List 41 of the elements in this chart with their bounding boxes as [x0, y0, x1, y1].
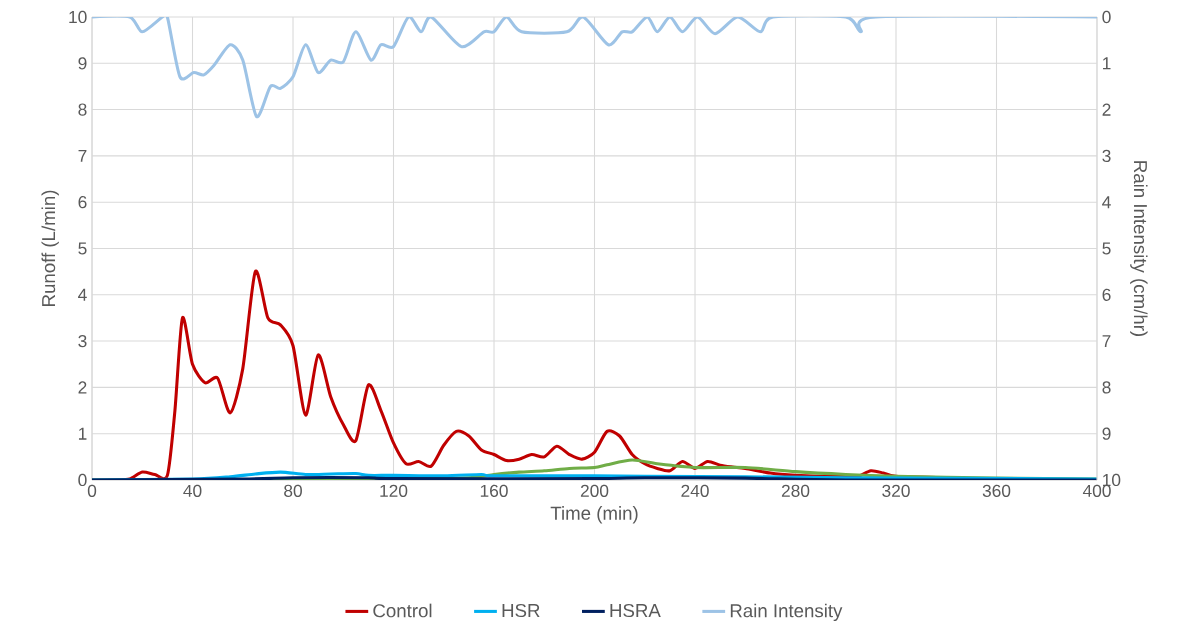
x-tick-label: 160 [480, 484, 508, 497]
x-tick-label: 0 [87, 484, 97, 497]
y2-tick-label: 8 [1102, 381, 1111, 394]
y2-tick-label: 5 [1102, 242, 1111, 255]
y-tick-label: 7 [78, 149, 87, 162]
y2-tick-label: 7 [1102, 335, 1111, 348]
legend-label: HSR [502, 603, 540, 618]
y2-tick-label: 4 [1102, 196, 1111, 209]
x-tick-label: 200 [580, 484, 609, 497]
y2-tick-label: 10 [1103, 473, 1121, 487]
y-tick-label: 0 [78, 473, 87, 487]
y-tick-label: 8 [78, 103, 87, 116]
legend-label: Control [373, 603, 432, 618]
x-tick-label: 400 [1082, 484, 1111, 497]
legend-label: Rain Intensity [730, 603, 843, 622]
y2-axis-title: Rain Intensity (cm/hr) [1130, 161, 1148, 336]
y-tick-label: 9 [78, 57, 87, 70]
y2-tick-label: 3 [1102, 149, 1111, 163]
y2-tick-label: 1 [1103, 57, 1111, 70]
y-tick-label: 10 [69, 10, 87, 24]
x-tick-label: 80 [284, 484, 302, 497]
y-axis-title: Runoff (L/min) [41, 190, 59, 306]
y-tick-label: 2 [78, 381, 87, 394]
y-tick-label: 1 [78, 427, 87, 440]
legend-label: HSRA [610, 603, 661, 618]
y2-tick-label: 9 [1102, 427, 1111, 440]
y-tick-label: 6 [78, 196, 87, 209]
y2-tick-label: 0 [1102, 10, 1111, 24]
x-tick-label: 120 [380, 484, 408, 497]
x-tick-label: 280 [781, 484, 810, 497]
y-tick-label: 3 [78, 334, 87, 348]
x-tick-label: 40 [183, 484, 202, 497]
y2-tick-label: 6 [1102, 288, 1111, 301]
x-tick-label: 360 [982, 484, 1011, 497]
x-tick-label: 240 [681, 484, 709, 497]
y-tick-label: 4 [78, 288, 87, 301]
y-tick-label: 5 [78, 242, 87, 255]
line-series [92, 17, 1097, 119]
x-tick-label: 320 [882, 484, 910, 497]
y2-tick-label: 2 [1102, 103, 1111, 116]
x-axis-title: Time (min) [550, 506, 638, 524]
